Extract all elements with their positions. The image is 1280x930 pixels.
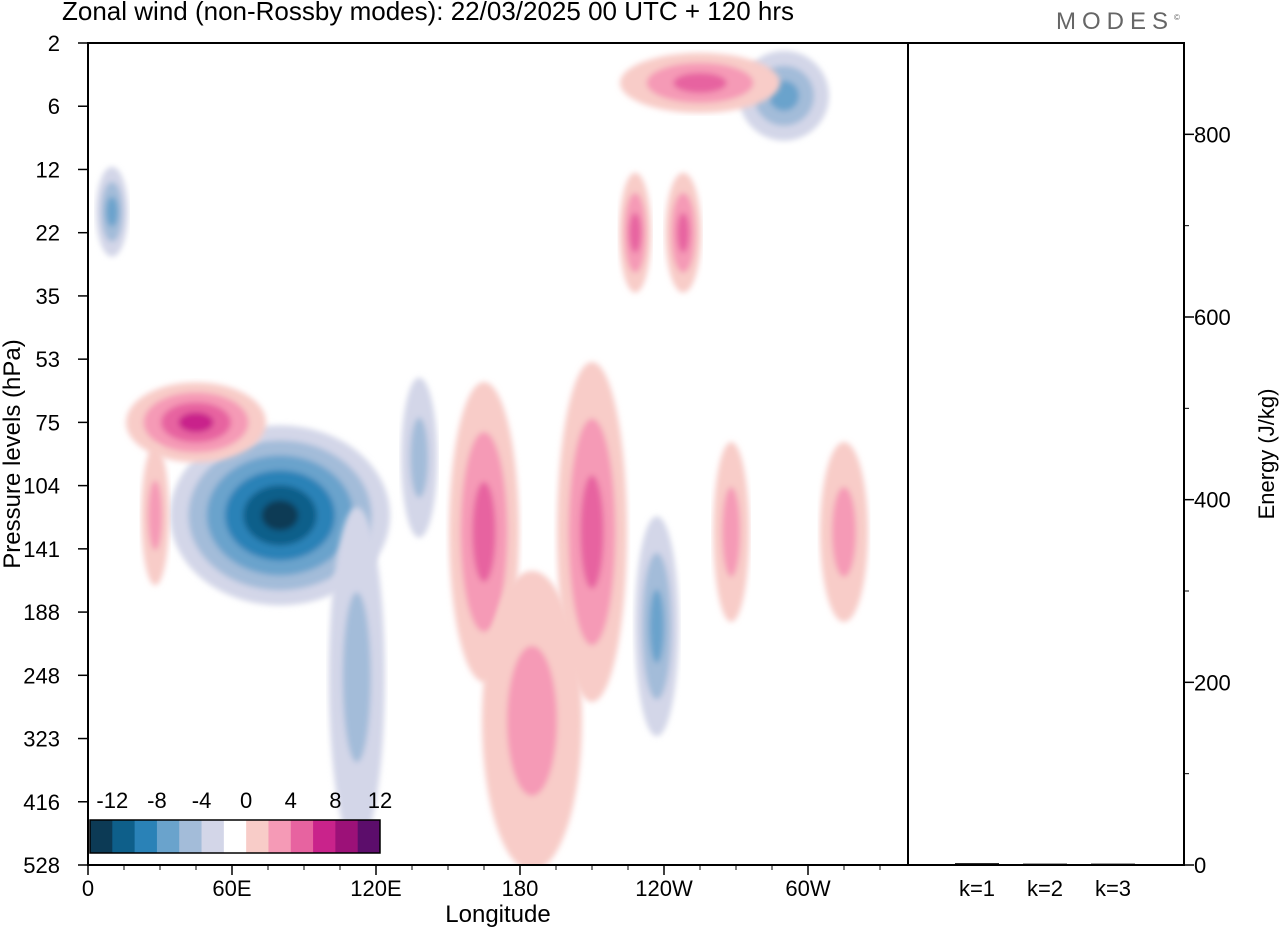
colorbar-label: -8 — [147, 788, 167, 813]
heat-contour — [342, 592, 371, 763]
colorbar-swatch — [335, 820, 359, 853]
heat-contour — [722, 486, 741, 577]
x-tick-label: 60W — [785, 876, 830, 901]
heat-feature — [141, 445, 170, 586]
heat-feature — [619, 172, 652, 293]
y-axis-label: Pressure levels (hPa) — [0, 339, 26, 568]
heat-feature — [126, 382, 266, 463]
energy-category-label: k=2 — [1027, 876, 1063, 901]
y-tick-label: 75 — [36, 410, 60, 435]
energy-category-label: k=3 — [1095, 876, 1131, 901]
brand-logo: MODES© — [1056, 8, 1180, 35]
colorbar-frame — [89, 819, 381, 854]
energy-bar — [955, 863, 999, 865]
heat-feature — [620, 52, 780, 113]
heat-feature — [96, 166, 128, 257]
y-tick-label: 35 — [36, 284, 60, 309]
heat-contour — [649, 589, 665, 663]
y-tick-label: 416 — [23, 790, 60, 815]
energy-tick-label: 0 — [1194, 853, 1206, 878]
heat-feature — [170, 425, 390, 606]
energy-bar — [1023, 863, 1067, 866]
y-tick-label: 12 — [36, 157, 60, 182]
heat-contour — [580, 475, 604, 589]
y-tick-label: 323 — [23, 727, 60, 752]
heat-feature — [634, 516, 679, 737]
y-tick-label: 104 — [23, 474, 60, 499]
y-tick-label: 22 — [36, 221, 60, 246]
colorbar-swatch — [357, 820, 381, 853]
energy-bar — [1091, 863, 1135, 866]
colorbar-label: 12 — [368, 788, 392, 813]
colorbar-swatch — [201, 820, 225, 853]
colorbar-label: 0 — [240, 788, 252, 813]
energy-category-label: k=1 — [959, 876, 995, 901]
heat-feature — [665, 172, 702, 293]
colorbar-swatch — [179, 820, 203, 853]
heat-feature — [820, 441, 868, 622]
y-tick-label: 141 — [23, 537, 60, 562]
energy-tick-label: 200 — [1194, 670, 1231, 695]
colorbar-swatch — [290, 820, 314, 853]
colorbar-label: -4 — [192, 788, 212, 813]
colorbar-swatch — [268, 820, 292, 853]
heat-feature — [401, 377, 438, 538]
heat-contour — [410, 417, 429, 498]
heat-layer — [96, 50, 868, 865]
heat-contour — [832, 486, 856, 577]
y-tick-label: 188 — [23, 600, 60, 625]
heat-contour — [178, 412, 214, 433]
heat-contour — [673, 72, 727, 93]
y-tick-label: 248 — [23, 663, 60, 688]
heat-contour — [106, 196, 118, 227]
y-tick-label: 53 — [36, 347, 60, 372]
energy-tick-label: 600 — [1194, 305, 1231, 330]
brand-text: MODES — [1056, 8, 1175, 35]
y-axis: 2 6 12 22 35 53 75 104 141 188 248 323 416 528 — [23, 31, 88, 878]
heat-contour — [629, 212, 642, 253]
colorbar-label: 4 — [285, 788, 297, 813]
x-axis-label: Longitude — [445, 901, 550, 928]
y-tick-label: 6 — [48, 94, 60, 119]
x-tick-label: 60E — [212, 876, 251, 901]
colorbar-swatch — [223, 820, 247, 853]
x-tick-label: 180 — [502, 876, 539, 901]
energy-tick-label: 800 — [1194, 122, 1231, 147]
energy-axis: 0 200 400 600 800 — [1184, 122, 1231, 878]
heat-feature — [482, 570, 582, 865]
x-tick-label: 120E — [350, 876, 401, 901]
x-tick-label: 0 — [82, 876, 94, 901]
x-axis: 0 60E 120E 180 120W 60W — [82, 865, 881, 901]
heat-contour — [472, 481, 496, 582]
colorbar-swatch — [134, 820, 158, 853]
colorbar-swatch — [90, 820, 113, 853]
heat-feature — [328, 507, 385, 848]
energy-axis-label: Energy (J/kg) — [1254, 389, 1279, 520]
heat-feature — [713, 441, 750, 622]
heat-contour — [677, 212, 690, 253]
heat-contour — [148, 480, 163, 551]
energy-bars: k=1 k=2 k=3 — [955, 863, 1135, 901]
energy-frame — [907, 42, 1185, 866]
colorbar-label: 8 — [329, 788, 341, 813]
y-tick-label: 528 — [23, 853, 60, 878]
x-tick-label: 120W — [635, 876, 693, 901]
heat-contour — [261, 500, 299, 531]
energy-panel: k=1 k=2 k=3 0 200 400 600 800 Energy (J/kg) — [907, 42, 1279, 901]
colorbar-label: -12 — [96, 788, 128, 813]
colorbar-swatch — [156, 820, 180, 853]
energy-tick-label: 400 — [1194, 488, 1231, 513]
heat-feature — [557, 361, 627, 702]
colorbar-swatch — [313, 820, 336, 853]
colorbar-swatch — [112, 820, 136, 853]
colorbar-swatch — [246, 820, 269, 853]
heatmap-plot — [87, 42, 909, 866]
y-tick-label: 2 — [48, 31, 60, 56]
heat-contour — [507, 645, 557, 796]
chart-title: Zonal wind (non-Rossby modes): 22/03/202… — [62, 0, 794, 26]
colorbar: -12 -8 -4 0 4 8 12 — [89, 788, 392, 854]
